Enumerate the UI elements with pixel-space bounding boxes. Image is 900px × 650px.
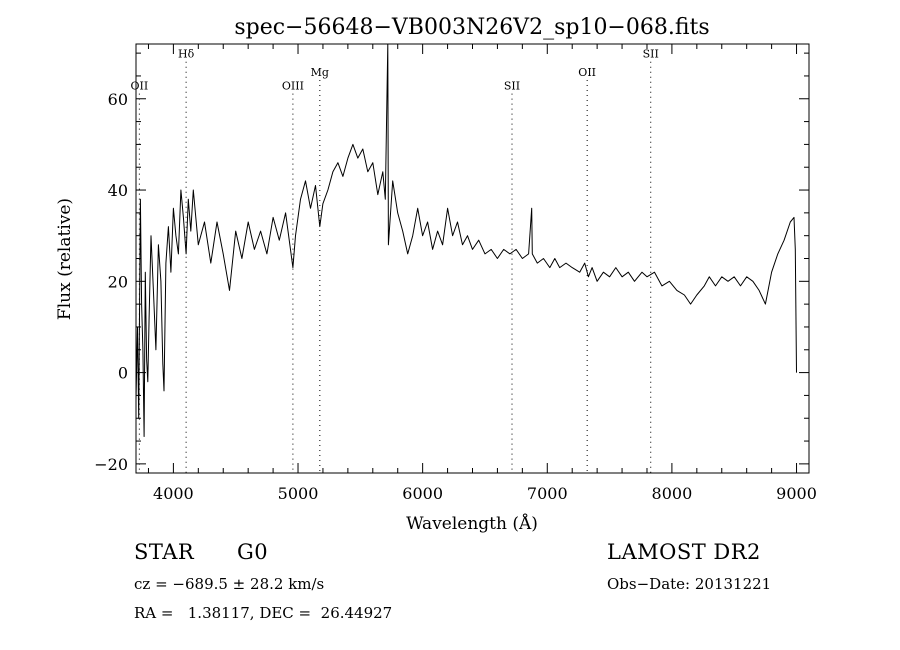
spectrum-line	[135, 43, 797, 437]
chart-title: spec−56648−VB003N26V2_sp10−068.fits	[234, 15, 709, 40]
line-marker-label-6: SII	[643, 48, 659, 61]
line-marker-label-0: OII	[131, 80, 149, 93]
y-tick-labels: −20 0 20 40 60	[94, 90, 128, 474]
coordinates: RA = 1.38117, DEC = 26.44927	[134, 604, 393, 622]
y-tick-label: 20	[108, 272, 128, 291]
spectral-subclass: G0	[237, 540, 269, 564]
axis-ticks	[136, 44, 809, 473]
x-tick-label: 8000	[652, 484, 693, 503]
survey-name: LAMOST DR2	[607, 540, 761, 564]
y-tick-label: 60	[108, 90, 128, 109]
x-tick-label: 6000	[402, 484, 443, 503]
x-tick-label: 4000	[153, 484, 194, 503]
x-axis-label: Wavelength (Å)	[406, 513, 538, 534]
line-marker-label-1: Hδ	[178, 48, 195, 61]
line-marker-label-4: SII	[504, 80, 520, 93]
line-marker-label-5: OII	[578, 66, 596, 79]
y-tick-label: −20	[94, 455, 128, 474]
line-marker-label-2: OIII	[282, 80, 304, 93]
x-tick-label: 7000	[527, 484, 568, 503]
x-tick-labels: 4000 5000 6000 7000 8000 9000	[153, 484, 817, 503]
y-axis-label: Flux (relative)	[55, 198, 75, 320]
plot-frame	[135, 43, 810, 474]
y-tick-label: 0	[118, 364, 128, 383]
redshift-velocity: cz = −689.5 ± 28.2 km/s	[134, 575, 325, 593]
observation-date: Obs−Date: 20131221	[607, 575, 772, 593]
marker-layer: OII Hδ OIII Mg SII OII SII	[131, 48, 659, 473]
x-tick-label: 9000	[776, 484, 817, 503]
y-tick-label: 40	[108, 181, 128, 200]
x-tick-label: 5000	[278, 484, 319, 503]
object-type: STAR	[134, 540, 195, 564]
line-marker-label-3: Mg	[311, 66, 329, 79]
